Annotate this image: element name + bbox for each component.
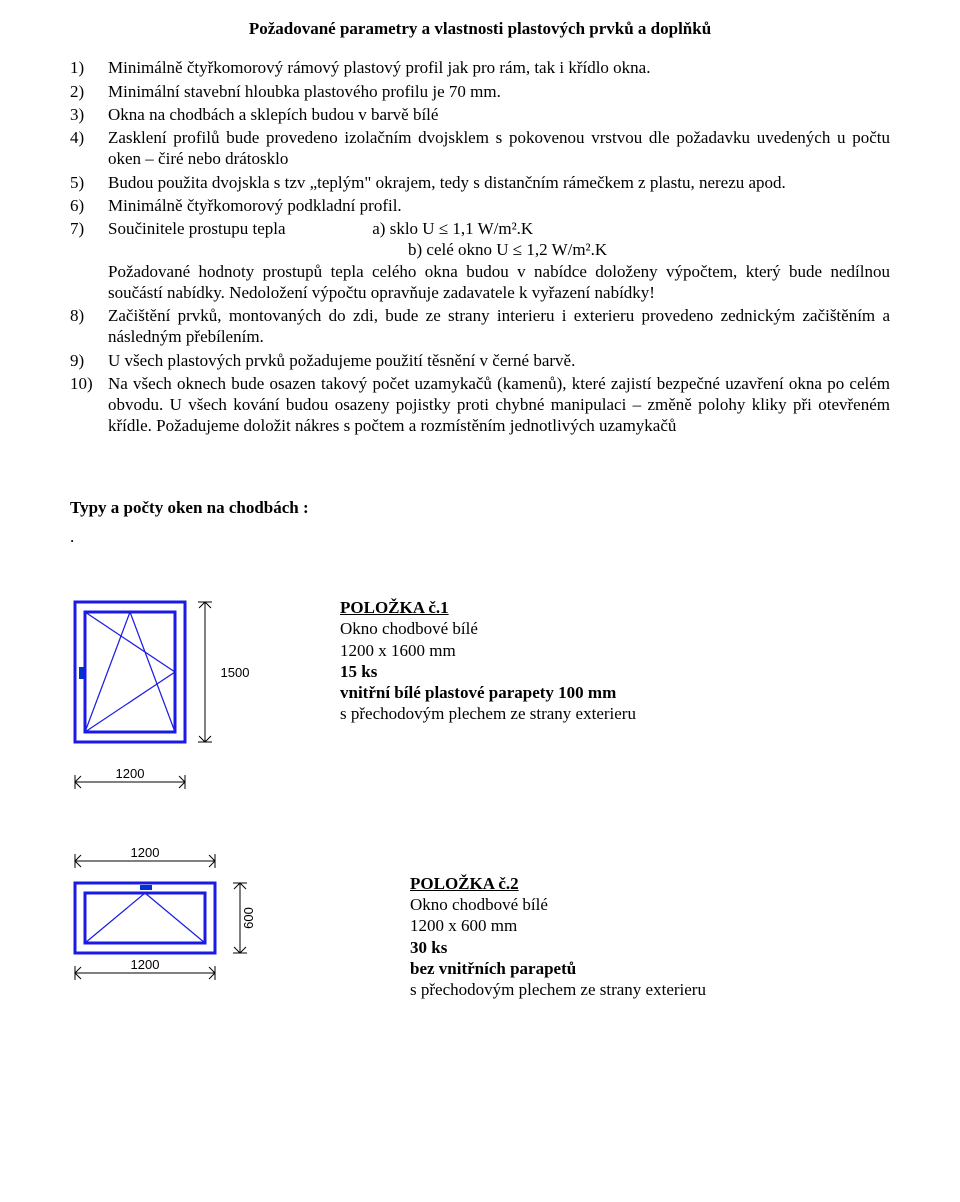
item-line: vnitřní bílé plastové parapety 100 mm [340,682,636,703]
list-item: 10) Na všech oknech bude osazen takový p… [70,373,890,437]
window-drawing-1: 1500 [70,597,270,762]
page-title: Požadované parametry a vlastnosti plasto… [70,18,890,39]
list-text: Minimální stavební hloubka plastového pr… [108,81,890,102]
coef-b: b) celé okno U ≤ 1,2 W/m².K [108,239,607,260]
list-marker: 7) [70,218,108,303]
item-line: 1200 x 1600 mm [340,640,636,661]
list-item: 2) Minimální stavební hloubka plastového… [70,81,890,102]
list-item: 9) U všech plastových prvků požadujeme p… [70,350,890,371]
window-svg-icon: 600 1200 [70,878,330,983]
list-item: 5) Budou použita dvojskla s tzv „teplým"… [70,172,890,193]
list-marker: 3) [70,104,108,125]
dimension-svg-icon: 1200 [70,843,270,873]
item-qty: 30 ks [410,937,706,958]
dim-width-label-2: 1200 [131,957,160,972]
item-line: s přechodovým plechem ze strany exterier… [340,703,636,724]
list-item: 8) Začištění prvků, montovaných do zdi, … [70,305,890,348]
item-title: POLOŽKA č.1 [340,597,636,618]
list-marker: 6) [70,195,108,216]
list-marker: 8) [70,305,108,348]
section-heading: Typy a počty oken na chodbách : [70,497,890,518]
dim-width-label: 1200 [116,767,145,781]
list-text: U všech plastových prvků požadujeme použ… [108,350,890,371]
dim-height-label: 1500 [221,665,250,680]
window-item-2-desc: POLOŽKA č.2 Okno chodbové bílé 1200 x 60… [410,873,706,1001]
window-item-2: 1200 [70,843,890,1001]
list-text: Zasklení profilů bude provedeno izolační… [108,127,890,170]
item-qty: 15 ks [340,661,636,682]
dimension-svg-icon: 1200 [70,767,270,797]
window-item-1-desc: POLOŽKA č.1 Okno chodbové bílé 1200 x 16… [340,597,636,725]
list-item: 3) Okna na chodbách a sklepích budou v b… [70,104,890,125]
dim-height-label: 600 [241,907,256,929]
list-marker: 10) [70,373,108,437]
list-item: 1) Minimálně čtyřkomorový rámový plastov… [70,57,890,78]
requirements-list: 1) Minimálně čtyřkomorový rámový plastov… [70,57,890,436]
dot-line: . [70,526,890,547]
list-item: 6) Minimálně čtyřkomorový podkladní prof… [70,195,890,216]
list-marker: 9) [70,350,108,371]
list-text: Začištění prvků, montovaných do zdi, bud… [108,305,890,348]
window-item-1-width: 1200 [70,767,890,802]
list-text: Okna na chodbách a sklepích budou v barv… [108,104,890,125]
window-svg-icon: 1500 [70,597,270,757]
item-line: 1200 x 600 mm [410,915,706,936]
list-text: Minimálně čtyřkomorový podkladní profil. [108,195,890,216]
document-page: Požadované parametry a vlastnosti plasto… [0,0,960,1202]
dim-width-label: 1200 [131,845,160,860]
window-drawing-2: 600 1200 [70,878,330,988]
list-marker: 4) [70,127,108,170]
list-text: Minimálně čtyřkomorový rámový plastový p… [108,57,890,78]
list-text: Budou použita dvojskla s tzv „teplým" ok… [108,172,890,193]
list-item: 4) Zasklení profilů bude provedeno izola… [70,127,890,170]
coef-a: a) sklo U ≤ 1,1 W/m².K [372,219,533,238]
list-item: 7) Součinitele prostupu tepla a) sklo U … [70,218,890,303]
list-marker: 5) [70,172,108,193]
item-line: bez vnitřních parapetů [410,958,706,979]
list-text: Na všech oknech bude osazen takový počet… [108,373,890,437]
list-text: Součinitele prostupu tepla a) sklo U ≤ 1… [108,218,890,303]
item-line: s přechodovým plechem ze strany exterier… [410,979,706,1000]
item-line: Okno chodbové bílé [410,894,706,915]
item-title: POLOŽKA č.2 [410,873,706,894]
window-item-1: 1500 POLOŽKA č.1 Okno chodbové bílé 1200… [70,597,890,762]
list-marker: 2) [70,81,108,102]
item-line: Okno chodbové bílé [340,618,636,639]
list-marker: 1) [70,57,108,78]
coef-label: Součinitele prostupu tepla [108,218,368,239]
coef-note: Požadované hodnoty prostupů tepla celého… [108,262,890,302]
